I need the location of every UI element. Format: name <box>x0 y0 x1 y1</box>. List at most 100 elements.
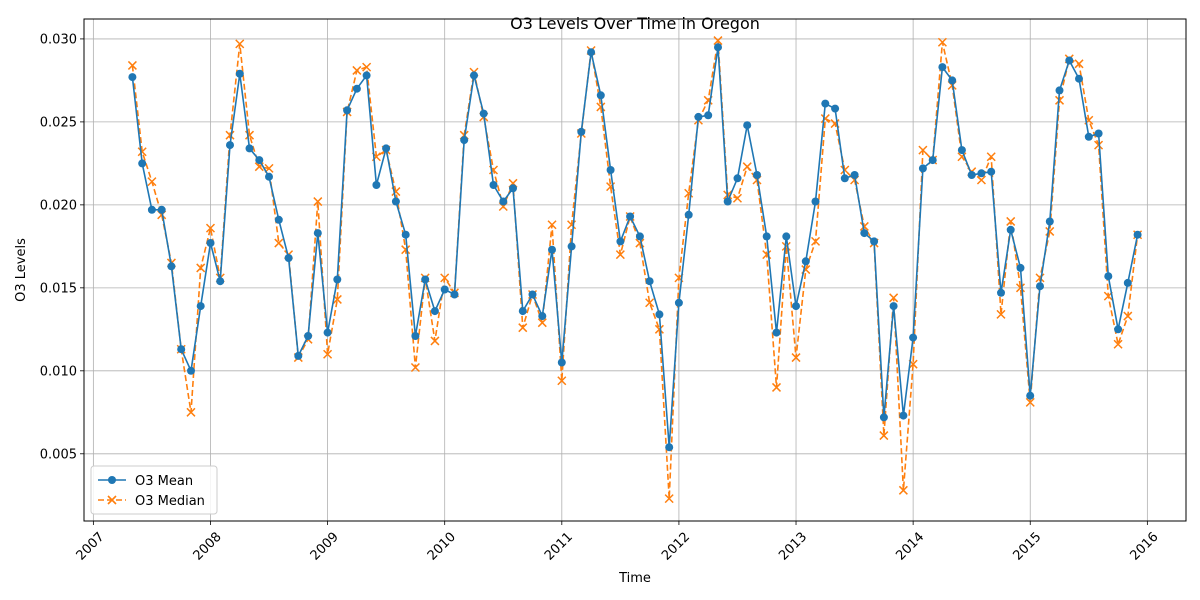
mean-point-marker <box>1075 74 1083 83</box>
mean-point-marker <box>997 288 1005 297</box>
median-point-marker <box>1074 59 1084 69</box>
median-point-marker <box>937 37 947 47</box>
mean-point-marker <box>489 181 498 189</box>
mean-point-marker <box>840 174 849 183</box>
mean-point-marker <box>157 205 166 214</box>
median-point-marker <box>654 324 664 334</box>
median-point-marker <box>1015 283 1026 293</box>
mean-point-marker <box>528 290 537 299</box>
chart-title: O3 Levels Over Time in Oregon <box>510 14 760 33</box>
median-point-marker <box>547 220 557 230</box>
median-point-marker <box>957 152 967 162</box>
median-point-marker <box>430 336 440 346</box>
mean-point-marker <box>187 366 195 375</box>
mean-point-marker <box>645 277 654 286</box>
mean-point-marker <box>1114 325 1123 334</box>
mean-point-marker <box>255 156 264 165</box>
mean-point-marker <box>470 71 478 80</box>
median-point-marker <box>1035 273 1045 283</box>
mean-point-marker <box>430 307 439 316</box>
mean-point-marker <box>362 71 371 80</box>
mean-point-marker <box>587 48 596 57</box>
mean-point-marker <box>899 411 908 420</box>
x-axis-title: Time <box>618 571 651 586</box>
median-point-marker <box>235 39 245 49</box>
mean-point-marker <box>567 242 576 251</box>
mean-point-marker <box>401 230 410 239</box>
mean-point-marker <box>1045 217 1054 226</box>
mean-point-marker <box>782 232 791 241</box>
y-tick-label: 0.005 <box>40 447 77 462</box>
legend-box <box>90 465 218 515</box>
median-point-marker <box>615 250 625 260</box>
mean-point-marker <box>606 166 615 174</box>
median-point-marker <box>898 485 908 495</box>
plot-frame <box>83 18 1187 522</box>
legend-mean-marker <box>108 476 116 484</box>
median-point-marker <box>557 376 567 386</box>
mean-point-marker <box>967 171 976 179</box>
mean-point-marker <box>557 358 566 367</box>
mean-point-marker <box>460 136 469 145</box>
mean-point-marker <box>518 307 527 316</box>
median-point-marker <box>362 62 372 72</box>
median-point-marker <box>440 273 450 283</box>
mean-point-marker <box>957 146 966 155</box>
median-point-marker <box>186 407 196 417</box>
mean-point-marker <box>977 169 986 178</box>
median-point-marker <box>313 197 323 207</box>
mean-point-marker <box>421 275 430 284</box>
mean-point-marker <box>889 302 898 311</box>
mean-point-marker <box>1123 278 1132 287</box>
median-point-marker <box>713 36 723 46</box>
mean-point-marker <box>313 229 322 238</box>
mean-point-marker <box>538 312 547 321</box>
mean-point-marker <box>987 167 996 176</box>
median-point-marker <box>879 431 889 441</box>
median-point-marker <box>1094 140 1104 150</box>
mean-point-marker <box>499 197 508 206</box>
mean-point-marker <box>391 197 400 206</box>
median-point-marker <box>537 318 547 328</box>
median-point-marker <box>996 309 1006 319</box>
median-point-marker <box>205 223 216 233</box>
median-point-marker <box>323 349 333 359</box>
median-point-marker <box>645 298 655 308</box>
median-point-marker <box>147 177 157 187</box>
mean-point-marker <box>1065 56 1074 65</box>
median-point-marker <box>1006 216 1016 226</box>
mean-point-marker <box>196 302 205 311</box>
mean-point-marker <box>1084 132 1093 141</box>
median-point-marker <box>840 165 850 175</box>
legend-mean-label: O3 Mean <box>135 474 193 489</box>
mean-point-marker <box>714 43 722 52</box>
mean-point-marker <box>821 99 830 108</box>
mean-point-marker <box>1016 263 1025 272</box>
mean-point-marker <box>811 197 820 206</box>
mean-point-marker <box>694 112 703 121</box>
mean-point-marker <box>479 109 488 118</box>
median-point-marker <box>820 114 830 124</box>
median-point-marker <box>791 353 801 363</box>
mean-point-marker <box>938 63 947 72</box>
legend: O3 Mean O3 Median <box>90 465 218 515</box>
median-point-marker <box>1025 397 1035 407</box>
mean-point-marker <box>655 310 664 319</box>
mean-point-marker <box>323 328 332 337</box>
mean-point-marker <box>206 239 215 247</box>
mean-point-marker <box>733 174 742 183</box>
mean-point-marker <box>928 156 937 165</box>
mean-point-marker <box>801 257 810 266</box>
median-point-marker <box>137 147 147 157</box>
median-point-marker <box>352 65 362 75</box>
median-point-marker <box>410 362 420 373</box>
mean-point-marker <box>352 84 361 93</box>
median-point-marker <box>771 382 782 392</box>
mean-point-marker <box>333 275 342 284</box>
mean-point-marker <box>870 237 879 246</box>
mean-point-marker <box>909 333 918 342</box>
median-point-marker <box>664 494 674 504</box>
median-point-marker <box>596 102 606 112</box>
median-point-marker <box>274 238 284 248</box>
